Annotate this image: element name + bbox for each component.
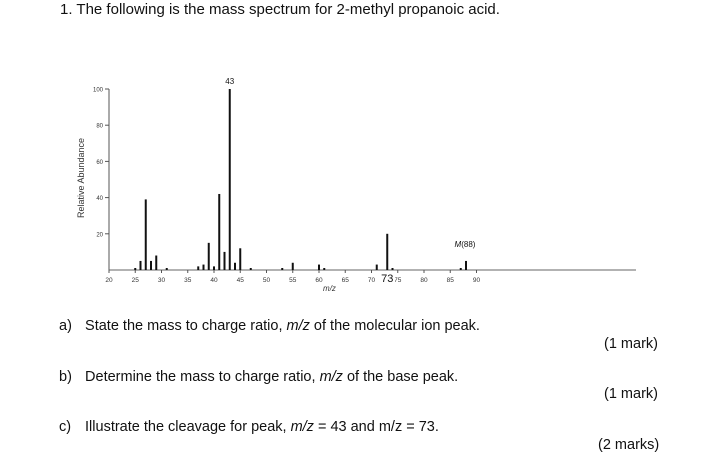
- peak-bar: [375, 264, 378, 270]
- x-tick-label: 20: [105, 277, 113, 284]
- peak-bar: [139, 260, 142, 270]
- peak-bar: [207, 242, 210, 270]
- peak-bar: [465, 260, 467, 270]
- question-c-post: = 43 and m/z = 73.: [313, 419, 439, 435]
- x-tick-label: 75: [394, 277, 402, 284]
- peak-bar: [202, 264, 205, 270]
- question-c-label: c): [59, 419, 72, 435]
- peak-bar: [318, 264, 320, 270]
- question-a-pre: State the mass to charge ratio,: [85, 318, 287, 334]
- x-tick-label: 85: [447, 277, 455, 284]
- question-b-label: b): [59, 369, 72, 385]
- peak-bar: [323, 268, 326, 270]
- x-axis-label: m/z: [323, 284, 336, 293]
- annotation-molecular-ion: M(88): [455, 240, 476, 249]
- question-a-post: of the molecular ion peak.: [309, 318, 480, 334]
- peak-bar: [218, 193, 221, 270]
- question-c-italic: m/z: [290, 419, 314, 435]
- question-c-marks: (2 marks): [598, 437, 660, 453]
- peak-bar: [197, 266, 200, 270]
- x-tick-label: 30: [158, 277, 166, 284]
- question-b-italic: m/z: [319, 369, 343, 385]
- peak-bar: [459, 268, 462, 270]
- x-tick-label: 25: [132, 277, 140, 284]
- y-axis-label: Relative Abundance: [76, 138, 86, 218]
- mass-spectrum-chart: 20 40 60 80 100 20 25 30 35 40 45 50 55 60 65 70 75 80 85 9…: [76, 77, 636, 293]
- x-tick-label: 50: [263, 277, 271, 284]
- question-c: c) Illustrate the cleavage for peak, m/z…: [59, 418, 439, 436]
- y-tick-label: 80: [96, 124, 103, 130]
- peak-bar: [223, 251, 226, 270]
- y-tick-label: 20: [96, 232, 103, 238]
- peak-bar: [249, 268, 252, 270]
- annotation-bg: [379, 272, 396, 284]
- question-title: 1. The following is the mass spectrum fo…: [60, 0, 500, 20]
- x-tick-label: 55: [289, 277, 297, 284]
- peak-bar: [239, 248, 242, 270]
- peak-bar: [391, 268, 394, 270]
- question-b-post: of the base peak.: [342, 369, 459, 385]
- question-a-italic: m/z: [286, 318, 310, 334]
- x-tick-label: 35: [184, 277, 192, 284]
- y-tick-label: 40: [96, 196, 103, 202]
- peak-bar: [386, 233, 389, 270]
- question-b: b) Determine the mass to charge ratio, m…: [59, 368, 458, 386]
- y-tick-label: 60: [96, 160, 103, 166]
- y-tick-label: 100: [93, 88, 104, 94]
- peak-bar: [150, 260, 152, 270]
- peak-bar: [291, 262, 294, 270]
- x-tick-label: 60: [315, 277, 323, 284]
- peak-bar: [134, 268, 137, 270]
- x-tick-label: 45: [237, 277, 245, 284]
- peak-bar: [281, 268, 284, 270]
- peak-bar: [228, 89, 231, 270]
- question-a-label: a): [59, 318, 72, 334]
- question-b-pre: Determine the mass to charge ratio,: [85, 369, 320, 385]
- peak-bar: [155, 255, 158, 270]
- question-b-marks: (1 mark): [604, 386, 658, 402]
- peak-bar: [144, 199, 147, 270]
- peak-bar: [234, 262, 236, 270]
- question-a-marks: (1 mark): [604, 336, 658, 352]
- mass-spectrum-plot: 20 40 60 80 100 20 25 30 35 40 45 50 55 60 65 70 75 80 85 9…: [76, 77, 636, 293]
- question-number: 1.: [60, 1, 73, 18]
- peak-bar: [165, 268, 168, 270]
- question-c-pre: Illustrate the cleavage for peak,: [85, 419, 291, 435]
- question-a: a) State the mass to charge ratio, m/z o…: [59, 317, 480, 335]
- question-text: The following is the mass spectrum for 2…: [76, 1, 500, 18]
- peak-bar: [213, 266, 215, 270]
- x-tick-label: 90: [473, 277, 481, 284]
- annotation-73: 73: [381, 273, 393, 285]
- annotation-base-peak: 43: [225, 77, 234, 86]
- x-tick-label: 80: [420, 277, 428, 284]
- x-tick-label: 65: [342, 277, 350, 284]
- x-tick-label: 70: [368, 277, 376, 284]
- x-tick-label: 40: [210, 277, 218, 284]
